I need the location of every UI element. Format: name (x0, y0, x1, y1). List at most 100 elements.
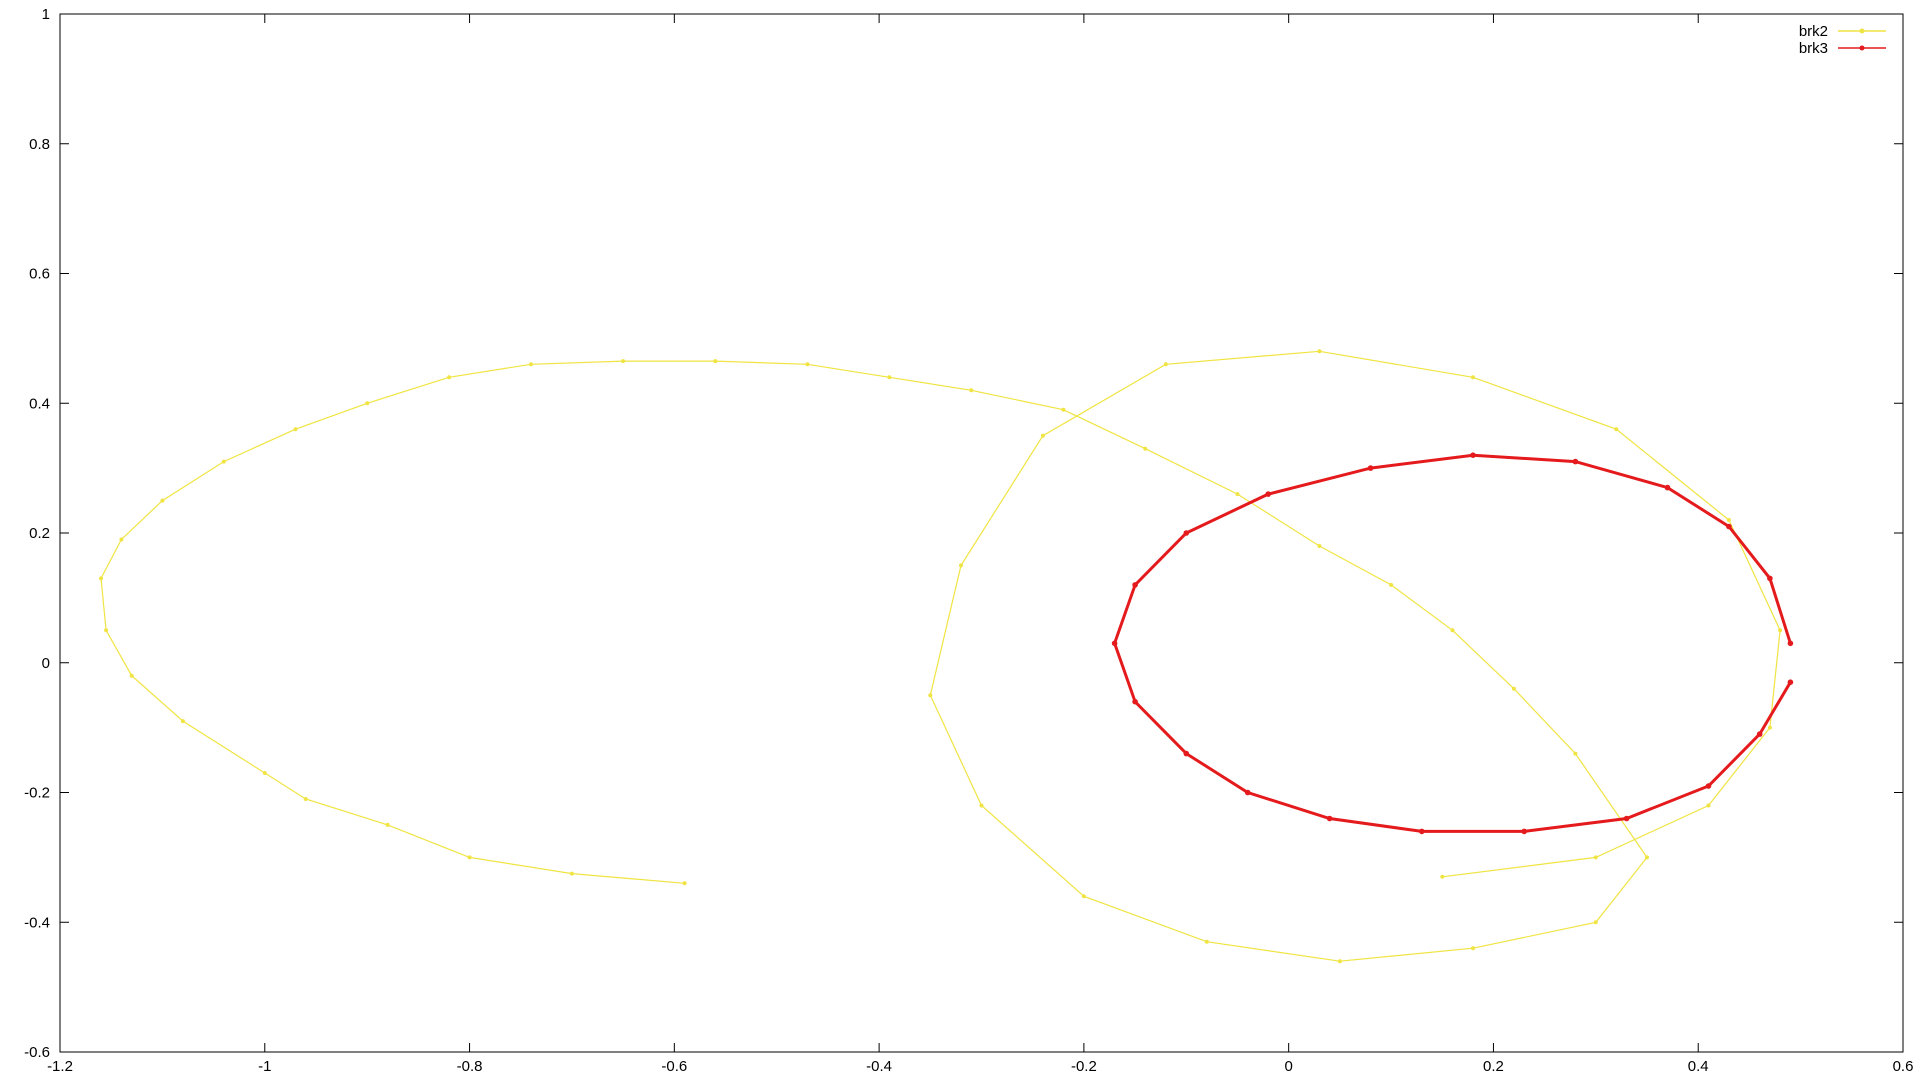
x-tick-label: 0.4 (1688, 1058, 1709, 1075)
data-point-brk2 (1593, 920, 1598, 925)
data-point-brk2 (1143, 446, 1148, 451)
data-point-brk2 (180, 719, 185, 724)
y-tick-label: -0.6 (24, 1044, 50, 1061)
data-point-brk3 (1726, 523, 1732, 530)
data-point-brk3 (1419, 828, 1425, 835)
data-point-brk2 (928, 693, 933, 698)
data-point-brk3 (1521, 828, 1527, 835)
data-point-brk3 (1183, 530, 1190, 536)
data-point-brk2 (1471, 375, 1475, 380)
data-point-brk2 (99, 576, 103, 581)
data-point-brk2 (385, 822, 390, 827)
x-tick-label: -0.6 (661, 1058, 687, 1075)
data-point-brk3 (1787, 640, 1794, 647)
data-point-brk2 (467, 855, 472, 860)
data-point-brk2 (1706, 803, 1711, 808)
legend-marker-brk3 (1859, 45, 1865, 51)
data-point-brk2 (1614, 427, 1619, 432)
data-point-brk2 (1204, 939, 1209, 944)
y-tick-label: -0.2 (24, 785, 50, 802)
x-tick-label: -0.2 (1071, 1058, 1097, 1075)
data-point-brk2 (1317, 544, 1322, 548)
data-point-brk3 (1183, 750, 1190, 757)
y-tick-label: -0.4 (24, 914, 50, 931)
data-point-brk3 (1756, 731, 1763, 737)
x-tick-label: -0.8 (457, 1058, 483, 1075)
legend-label-brk3: brk3 (1799, 40, 1828, 57)
data-point-brk2 (959, 563, 963, 568)
data-point-brk3 (1623, 815, 1630, 822)
data-point-brk3 (1326, 815, 1333, 822)
data-point-brk2 (805, 362, 810, 367)
y-tick-label: 0 (42, 655, 50, 672)
x-tick-label: -0.4 (866, 1058, 892, 1075)
data-point-brk3 (1787, 679, 1794, 685)
data-point-brk2 (529, 362, 533, 367)
data-point-brk2 (979, 803, 984, 808)
data-point-brk2 (1337, 959, 1342, 964)
data-point-brk2 (1440, 874, 1445, 879)
data-point-brk2 (569, 871, 574, 876)
data-point-brk2 (221, 459, 226, 464)
data-point-brk2 (887, 375, 892, 380)
data-point-brk2 (969, 388, 974, 393)
series-layer (99, 349, 1794, 964)
data-point-brk2 (1061, 407, 1066, 412)
data-point-brk2 (1593, 855, 1598, 860)
data-point-brk3 (1470, 452, 1476, 459)
data-point-brk2 (1778, 628, 1783, 633)
tick-layer: -1.2 -1 -0.8 -0.6 -0.4 -0.2 0 0.2 0.4 0.6 -0.6 -0.4… (24, 6, 1913, 1075)
data-point-brk3 (1705, 783, 1712, 789)
series-brk3 (1111, 452, 1794, 835)
data-point-brk2 (1081, 894, 1086, 899)
data-point-brk2 (1645, 855, 1649, 860)
data-point-brk2 (303, 797, 308, 801)
data-point-brk3 (1244, 789, 1251, 796)
data-point-brk3 (1111, 640, 1118, 647)
data-point-brk2 (1317, 349, 1322, 354)
data-point-brk2 (1767, 725, 1772, 730)
data-point-brk2 (682, 881, 687, 886)
data-point-brk2 (160, 498, 165, 503)
series-brk2 (99, 349, 1783, 964)
data-point-brk2 (1163, 362, 1168, 367)
data-point-brk2 (119, 537, 124, 542)
legend-marker-brk2 (1859, 28, 1865, 34)
data-point-brk2 (447, 375, 452, 380)
y-tick-label: 1 (42, 6, 50, 23)
y-tick-label: 0.6 (29, 266, 50, 283)
data-point-brk2 (262, 771, 267, 775)
data-point-brk2 (104, 628, 109, 633)
y-tick-label: 0.4 (29, 395, 50, 412)
data-point-brk2 (1450, 628, 1455, 633)
x-tick-label: -1 (258, 1058, 271, 1075)
y-tick-label: 0.2 (29, 525, 50, 542)
data-point-brk3 (1664, 484, 1671, 491)
data-point-brk2 (129, 673, 134, 678)
data-point-brk3 (1767, 575, 1773, 582)
data-point-brk3 (1572, 458, 1579, 465)
data-point-brk2 (713, 359, 718, 364)
data-point-brk3 (1265, 491, 1271, 497)
data-point-brk2 (1511, 686, 1516, 691)
data-point-brk3 (1367, 465, 1374, 471)
y-tick-label: 0.8 (29, 136, 50, 153)
data-point-brk2 (621, 359, 626, 364)
x-tick-label: -1.2 (47, 1058, 73, 1075)
series-line-brk2 (100, 350, 1781, 962)
x-tick-label: 0.2 (1483, 1058, 1504, 1075)
data-point-brk2 (365, 401, 370, 406)
data-point-brk3 (1132, 582, 1138, 588)
data-point-brk2 (1573, 751, 1578, 756)
data-point-brk2 (1726, 518, 1731, 522)
x-tick-label: 0.6 (1893, 1058, 1914, 1075)
data-point-brk2 (1235, 492, 1240, 497)
data-point-brk2 (1389, 582, 1394, 587)
x-tick-label: 0 (1284, 1058, 1292, 1075)
data-point-brk3 (1132, 698, 1138, 705)
data-point-brk2 (293, 427, 298, 432)
data-point-brk2 (1471, 946, 1475, 951)
